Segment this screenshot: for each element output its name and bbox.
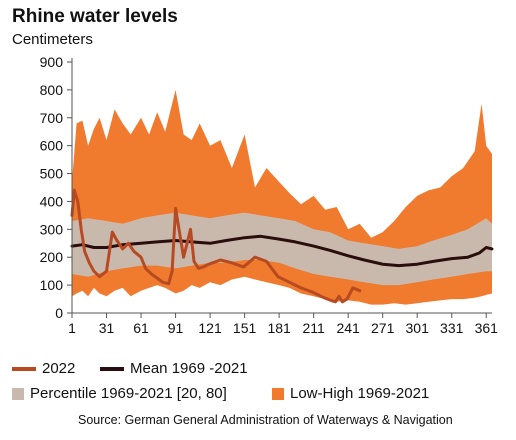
legend-item-percentile: Percentile 1969-2021 [20, 80] xyxy=(12,385,227,402)
series-line-2022 xyxy=(70,188,362,304)
x-tick-label: 151 xyxy=(233,320,257,336)
y-tick-label: 0 xyxy=(55,305,63,321)
source-note: Source: German General Administration of… xyxy=(78,413,453,427)
y-axis-label: Centimeters xyxy=(12,31,93,48)
y-tick-label: 900 xyxy=(40,54,64,70)
x-tick-label: 1 xyxy=(68,320,76,336)
y-tick-label: 100 xyxy=(40,277,64,293)
y-tick-label: 400 xyxy=(40,193,64,209)
x-tick-label: 301 xyxy=(406,320,430,336)
y-tick-label: 300 xyxy=(40,221,64,237)
y-tick-label: 700 xyxy=(40,110,64,126)
x-tick-label: 361 xyxy=(475,320,499,336)
legend-swatch-percentile xyxy=(12,387,24,400)
legend-label-percentile: Percentile 1969-2021 [20, 80] xyxy=(30,385,227,402)
x-tick-label: 91 xyxy=(168,320,184,336)
legend-swatch-mean xyxy=(100,366,124,371)
x-tick-label: 31 xyxy=(99,320,115,336)
x-tick-label: 121 xyxy=(198,320,222,336)
chart-title: Rhine water levels xyxy=(12,6,178,27)
series-band-percentile-1969-2021-20-80 xyxy=(72,212,492,286)
x-tick-label: 241 xyxy=(336,320,360,336)
legend-item-mean: Mean 1969 -2021 xyxy=(100,360,248,377)
legend-item-low-high: Low-High 1969-2021 xyxy=(272,385,429,402)
y-tick-label: 800 xyxy=(40,82,64,98)
series-line-mean-1969-2021 xyxy=(70,234,494,268)
legend-label-low-high: Low-High 1969-2021 xyxy=(290,385,430,402)
x-tick-label: 181 xyxy=(267,320,291,336)
legend-swatch-2022 xyxy=(12,366,36,371)
y-tick-label: 500 xyxy=(40,166,64,182)
x-tick-label: 271 xyxy=(371,320,395,336)
legend-swatch-low-high xyxy=(272,387,284,400)
y-tick-label: 600 xyxy=(40,138,64,154)
x-tick-label: 61 xyxy=(133,320,149,336)
legend-label-2022: 2022 xyxy=(42,360,76,377)
x-tick-label: 211 xyxy=(302,320,325,336)
y-tick-label: 200 xyxy=(40,249,64,265)
chart-plot: 0 100 200 300 400 500 600 700 800 900 1 31 61 91 121 15… xyxy=(40,54,499,336)
legend-item-2022: 2022 xyxy=(12,360,75,377)
x-tick-label: 331 xyxy=(440,320,464,336)
legend-label-mean: Mean 1969 -2021 xyxy=(130,360,248,377)
